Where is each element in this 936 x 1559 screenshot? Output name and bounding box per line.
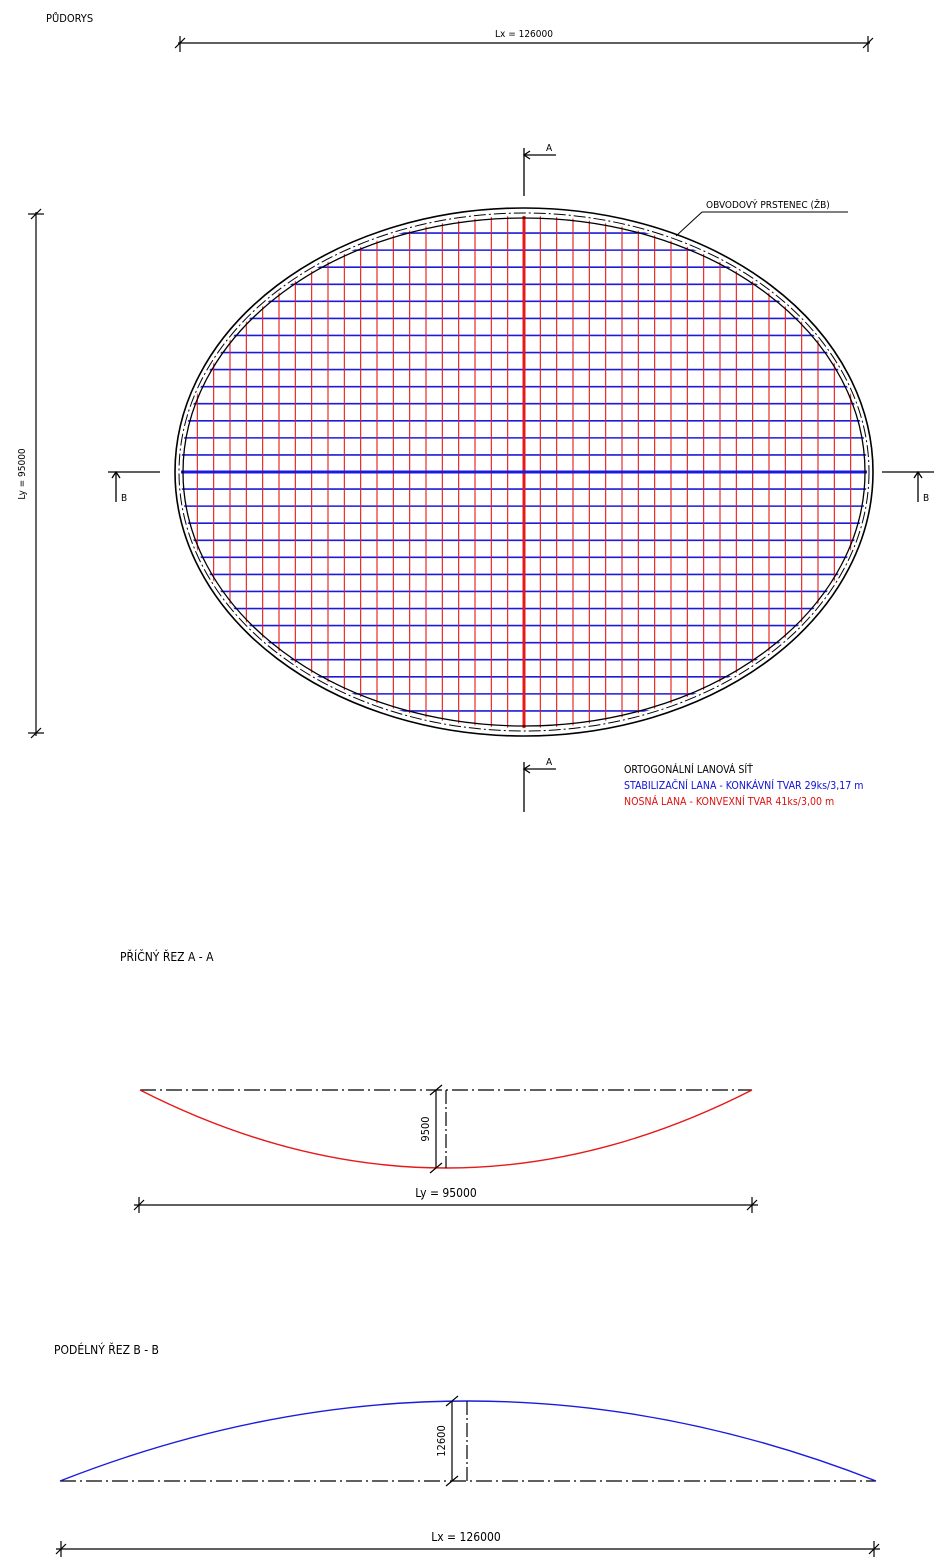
section-b-label-right: B bbox=[923, 493, 929, 504]
section-bb-rise-dimension bbox=[445, 1395, 468, 1487]
section-b-label-left: B bbox=[121, 493, 127, 504]
ring-leader bbox=[675, 211, 848, 237]
legend-title: ORTOGONÁLNÍ LANOVÁ SÍŤ bbox=[624, 763, 753, 776]
section-bb-title: PODÉLNÝ ŘEZ B - B bbox=[54, 1342, 159, 1357]
section-aa-span-label: Ly = 95000 bbox=[415, 1186, 477, 1200]
section-a-marker-top bbox=[522, 148, 556, 196]
ring-label: OBVODOVÝ PRSTENEC (ŽB) bbox=[706, 198, 830, 211]
section-a-marker-bottom bbox=[522, 762, 556, 812]
plan-dimension-lx-label: Lx = 126000 bbox=[495, 29, 553, 40]
section-aa-title: PŘÍČNÝ ŘEZ A - A bbox=[120, 949, 214, 964]
section-bb-stabilizing-cable-curve bbox=[59, 1400, 877, 1482]
section-a-label-bottom: A bbox=[546, 757, 553, 768]
perimeter-ring bbox=[174, 207, 874, 737]
section-bb-span-label: Lx = 126000 bbox=[431, 1530, 501, 1544]
section-a-label-top: A bbox=[546, 143, 553, 154]
legend-stabilizing-cables: STABILIZAČNÍ LANA - KONKÁVNÍ TVAR 29ks/3… bbox=[624, 779, 863, 792]
section-bb-span-dimension bbox=[55, 1541, 880, 1557]
ring-outer-edge bbox=[174, 207, 874, 737]
plan-dimension-lx bbox=[174, 36, 874, 52]
section-bb-rise-label: 12600 bbox=[435, 1425, 448, 1456]
ring-axis-line bbox=[178, 212, 870, 732]
section-aa-sag-dimension bbox=[429, 1084, 447, 1174]
section-aa-sag-label: 9500 bbox=[419, 1116, 432, 1141]
section-aa-span-dimension bbox=[133, 1197, 758, 1213]
main-axis-cables bbox=[181, 216, 867, 728]
plan-dimension-ly-label: Ly = 95000 bbox=[17, 448, 28, 500]
legend-bearing-cables: NOSNÁ LANA - KONVEXNÍ TVAR 41ks/3,00 m bbox=[624, 795, 834, 808]
plan-title: PŮDORYS bbox=[46, 12, 93, 25]
plan-dimension-ly bbox=[28, 208, 44, 739]
ring-inner-edge bbox=[182, 217, 866, 727]
section-b-marker-left bbox=[108, 470, 160, 502]
section-b-marker-right bbox=[882, 470, 934, 502]
